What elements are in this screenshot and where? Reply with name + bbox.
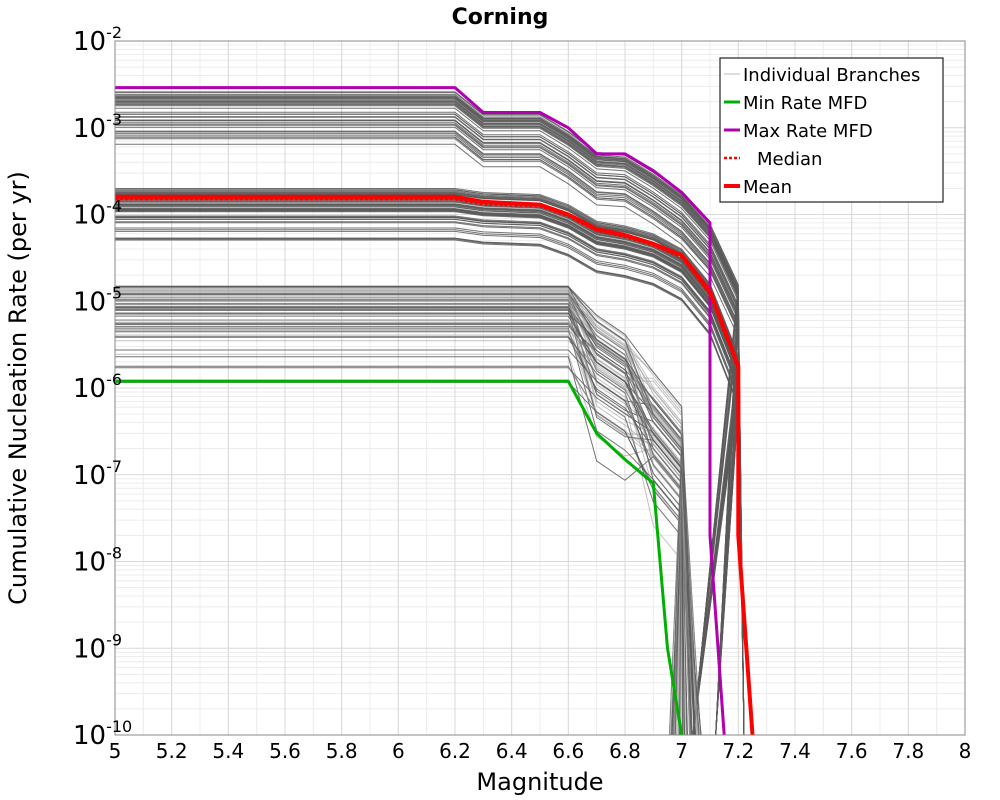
legend-label: Max Rate MFD [743, 121, 873, 142]
y-tick-label: 10-4 [73, 197, 122, 231]
branch-line [115, 138, 745, 736]
plot-frame [114, 40, 966, 736]
legend-label: Mean [743, 177, 792, 198]
series-mean [115, 194, 755, 736]
branch-line [115, 131, 739, 736]
branch-line [115, 132, 739, 736]
branch-line [115, 301, 699, 736]
branch-line [115, 229, 739, 736]
branch-line [115, 107, 745, 736]
branch-line [115, 324, 695, 736]
x-tick-label: 5 [109, 739, 122, 763]
chart-title: Corning [452, 5, 549, 30]
y-tick-label: 10-7 [73, 457, 122, 491]
branch-line [115, 113, 739, 736]
series-max-rate-mfd [115, 86, 726, 736]
y-tick-label: 10-10 [73, 717, 132, 751]
y-tick-label: 10-6 [73, 370, 122, 404]
legend: Individual Branches Min Rate MFD Max Rate … [719, 57, 944, 203]
branch-line [115, 230, 739, 736]
legend-label: Median [757, 149, 822, 170]
branch-line [115, 299, 700, 736]
legend-label: Min Rate MFD [743, 93, 867, 114]
x-tick-label: 5.4 [212, 739, 244, 763]
branch-line [115, 136, 739, 736]
x-axis-label: Magnitude [476, 768, 603, 796]
series-median [115, 197, 754, 736]
x-tick-label: 7 [675, 739, 688, 763]
branch-line [115, 188, 739, 736]
branch-line [115, 217, 739, 736]
legend-box [719, 57, 944, 203]
branch-line [115, 126, 739, 736]
x-tick-label: 6.4 [496, 739, 528, 763]
x-tick-label: 7.2 [722, 739, 754, 763]
x-tick-label: 7.6 [836, 739, 868, 763]
y-tick-label: 10-2 [73, 23, 122, 57]
branch-line [115, 200, 745, 736]
branch-line [115, 134, 739, 736]
x-tick-label: 5.2 [156, 739, 188, 763]
branch-line [115, 93, 745, 736]
x-tick-label: 5.6 [269, 739, 301, 763]
x-tick-label: 6 [392, 739, 405, 763]
branch-line [115, 238, 739, 736]
x-axis-ticks: 5 5.2 5.4 5.6 5.8 6 6.2 6.4 6.6 6.8 7 7.2 7.4 7.6 7.8 8 [109, 739, 972, 763]
branch-line [115, 307, 693, 736]
branch-line [115, 123, 739, 736]
branch-line [115, 323, 700, 736]
series-min-rate-mfd [115, 379, 684, 736]
branch-line [115, 227, 739, 736]
branch-line [115, 349, 688, 736]
legend-label: Individual Branches [743, 65, 920, 86]
y-tick-label: 10-8 [73, 544, 122, 578]
x-tick-label: 6.8 [609, 739, 641, 763]
y-axis-ticks: 10-10 10-9 10-8 10-7 10-6 10-5 10-4 10-3 10-2 [73, 23, 132, 751]
branch-line [115, 222, 739, 736]
branch-line [115, 322, 693, 736]
individual-branches [115, 91, 745, 736]
summary-series [115, 86, 755, 736]
x-tick-label: 6.6 [552, 739, 584, 763]
x-tick-label: 6.2 [439, 739, 471, 763]
branch-line [115, 143, 745, 736]
branch-line [115, 286, 683, 736]
branch-line [115, 97, 739, 736]
x-tick-label: 7.8 [892, 739, 924, 763]
branch-line [115, 111, 745, 736]
branch-line [115, 95, 739, 736]
branch-line [115, 292, 683, 736]
branch-line [115, 122, 745, 736]
y-tick-label: 10-9 [73, 630, 122, 664]
x-tick-label: 8 [959, 739, 972, 763]
branch-line [115, 203, 745, 736]
y-tick-label: 10-5 [73, 283, 122, 317]
branch-line [115, 208, 739, 736]
x-tick-label: 7.4 [779, 739, 811, 763]
branch-line [115, 294, 698, 736]
branch-line [115, 105, 745, 736]
branch-line [115, 297, 692, 736]
branch-line [115, 356, 699, 736]
branch-line [115, 204, 739, 736]
x-tick-label: 5.8 [326, 739, 358, 763]
branch-line [115, 210, 739, 736]
branch-line [115, 116, 745, 736]
branch-line [115, 119, 739, 736]
y-tick-label: 10-3 [73, 110, 122, 144]
branch-line [115, 103, 745, 736]
branch-line [115, 315, 696, 736]
branch-line [115, 313, 696, 736]
branch-line [115, 98, 745, 736]
y-axis-label: Cumulative Nucleation Rate (per yr) [4, 171, 32, 605]
branch-line [115, 100, 745, 736]
branch-line [115, 218, 745, 736]
branch-line [115, 206, 739, 736]
